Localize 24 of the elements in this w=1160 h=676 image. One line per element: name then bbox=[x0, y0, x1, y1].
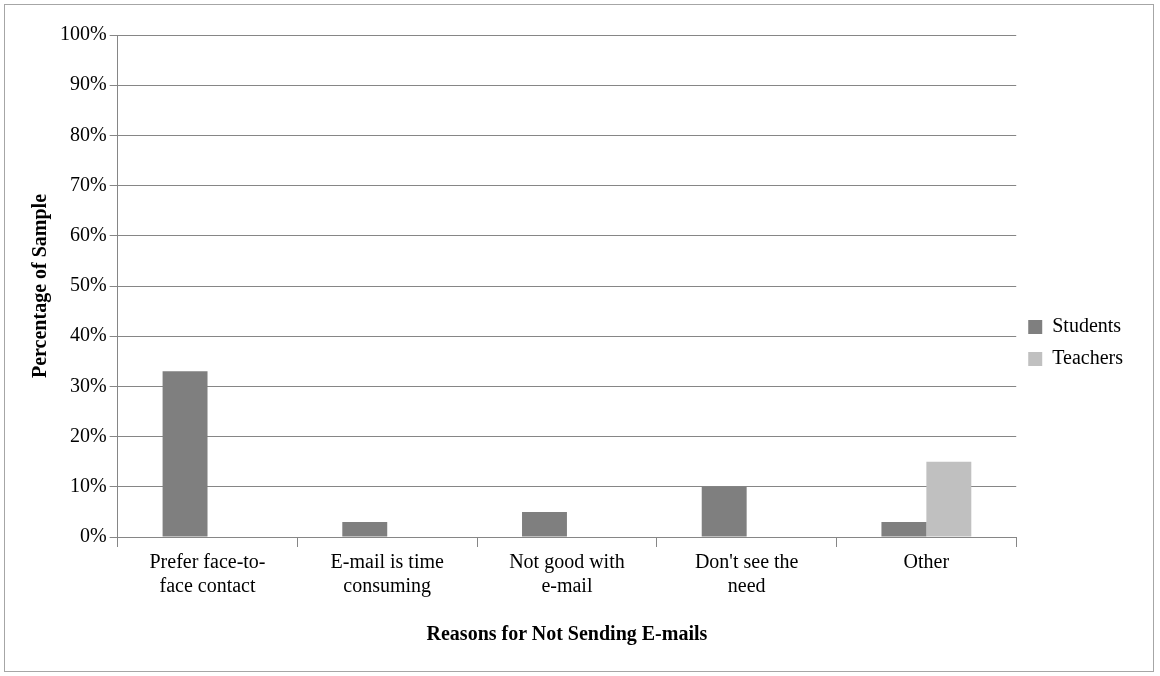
bar bbox=[926, 461, 972, 537]
y-tick-label: 80% bbox=[69, 122, 107, 145]
x-tick-label: Not good with e-mail bbox=[509, 550, 625, 597]
y-axis-title: Percentage of Sample bbox=[28, 193, 52, 379]
y-tick-label: 20% bbox=[69, 423, 107, 446]
y-tick-label: 100% bbox=[59, 22, 107, 45]
legend-label: Teachers bbox=[1052, 346, 1124, 369]
bar bbox=[342, 521, 388, 537]
x-tick-label: E-mail is time consuming bbox=[330, 550, 445, 598]
y-tick-label: 90% bbox=[69, 72, 107, 95]
y-tick-label: 70% bbox=[69, 172, 107, 195]
x-axis-title: Reasons for Not Sending E-mails bbox=[426, 622, 708, 646]
x-tick-label: Don't see the need bbox=[694, 550, 799, 597]
y-tick-label: 60% bbox=[69, 223, 107, 246]
y-tick-label: 10% bbox=[69, 474, 107, 497]
y-tick-label: 40% bbox=[69, 323, 107, 346]
x-tick-label: Prefer face-to-face contact bbox=[149, 550, 266, 597]
x-tick-label: Other bbox=[903, 550, 950, 573]
legend-label: Students bbox=[1052, 314, 1122, 337]
y-tick-label: 50% bbox=[69, 273, 107, 296]
bar bbox=[522, 511, 567, 537]
bar bbox=[881, 521, 927, 537]
y-tick-label: 0% bbox=[79, 524, 107, 547]
y-tick-label: 30% bbox=[69, 373, 107, 396]
